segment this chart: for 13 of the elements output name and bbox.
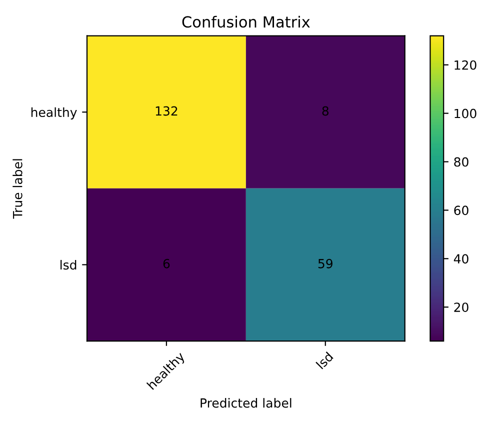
data-label: 59 [318, 258, 332, 268]
y-axis-title: True label [12, 159, 22, 219]
color-bar-label: 40 [454, 254, 468, 264]
data-label: 6 [163, 258, 170, 268]
data-label: 8 [322, 106, 329, 116]
color-bar-label: 100 [454, 108, 476, 118]
color-bar-label: 120 [454, 60, 476, 70]
color-bar-label: 80 [454, 157, 468, 167]
chart-title: Confusion Matrix [182, 16, 310, 28]
x-axis-title: Predicted label [200, 398, 292, 408]
color-bar-label: 20 [454, 302, 468, 312]
data-label: 132 [156, 106, 178, 116]
color-bar-label: 60 [454, 206, 468, 216]
